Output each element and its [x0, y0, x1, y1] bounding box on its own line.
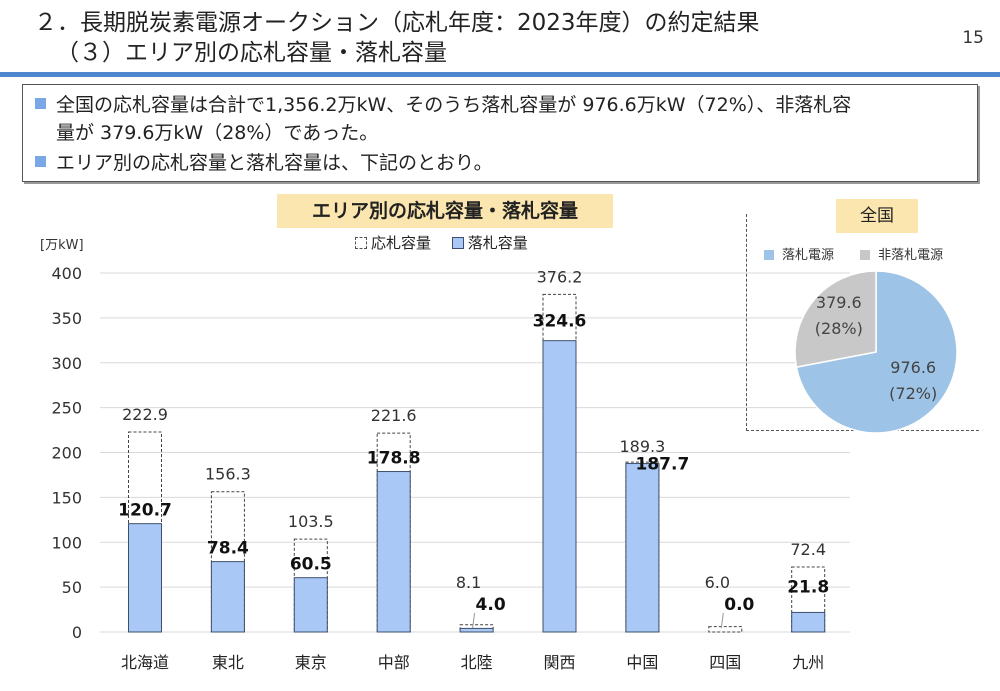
legend-label-bid: 応札容量 — [371, 234, 432, 252]
legend-dashed-swatch-icon — [355, 237, 367, 249]
pie-legend: 落札電源 非落札電源 — [764, 244, 943, 263]
legend-non-awarded-swatch-icon — [860, 250, 871, 260]
title-line-1: ２．長期脱炭素電源オークション（応札年度：2023年度）の約定結果 — [34, 10, 760, 36]
header-divider — [0, 72, 1000, 77]
summary-box: 全国の応札容量は合計で1,356.2万kW、そのうち落札容量が 976.6万kW… — [22, 84, 978, 182]
pie-chart-title: 全国 — [836, 199, 918, 233]
summary-bullet-2: エリア別の応札容量と落札容量は、下記のとおり。 — [35, 149, 493, 177]
bar-bid-4 — [459, 624, 494, 633]
bar-awarded-1 — [210, 561, 245, 633]
y-tick-label: 250 — [51, 399, 82, 418]
bar-bid-5 — [542, 293, 577, 633]
y-tick-label: 300 — [51, 354, 82, 373]
data-label-bid: 8.1 — [456, 573, 481, 592]
bar-bid-8 — [791, 566, 826, 633]
page-title: ２．長期脱炭素電源オークション（応札年度：2023年度）の約定結果 （３）エリア… — [34, 8, 760, 68]
x-tick-label: 北海道 — [121, 653, 169, 672]
summary-bullet-1-cont: 量が 379.6万kW（28%）であった。 — [56, 122, 379, 144]
bar-bid-1 — [210, 491, 245, 633]
y-tick-label: 0 — [72, 623, 82, 642]
summary-text: エリア別の応札容量と落札容量は、下記のとおり。 — [56, 152, 493, 174]
data-label-awarded: 120.7 — [118, 501, 172, 521]
bar-chart-legend: 応札容量 落札容量 — [355, 232, 528, 253]
bar-chart-title: エリア別の応札容量・落札容量 — [277, 194, 613, 228]
y-tick-label: 400 — [51, 264, 82, 283]
legend-label-awarded: 落札容量 — [467, 234, 528, 252]
x-tick-label: 関西 — [543, 653, 575, 672]
x-tick-label: 中国 — [626, 653, 658, 672]
data-label-awarded: 0.0 — [724, 595, 754, 615]
page-number: 15 — [962, 28, 984, 48]
x-tick-label: 東北 — [212, 653, 244, 672]
bar-awarded-5 — [542, 340, 577, 633]
bar-bid-3 — [376, 432, 411, 633]
data-label-awarded: 187.7 — [636, 455, 690, 475]
data-label-bid: 156.3 — [205, 465, 251, 484]
x-tick-label: 中部 — [378, 653, 410, 672]
y-tick-label: 50 — [62, 578, 82, 597]
summary-text: 全国の応札容量は合計で1,356.2万kW、そのうち落札容量が 976.6万kW… — [56, 94, 852, 116]
data-label-awarded: 324.6 — [533, 312, 587, 332]
data-label-awarded: 4.0 — [476, 595, 506, 615]
x-tick-label: 東京 — [295, 653, 327, 672]
data-label-awarded: 78.4 — [207, 539, 249, 559]
bullet-square-icon — [35, 156, 46, 167]
legend-awarded-swatch-icon — [764, 250, 774, 260]
y-tick-label: 200 — [51, 444, 82, 463]
title-line-2: （３）エリア別の応札容量・落札容量 — [56, 40, 447, 66]
data-label-awarded: 21.8 — [787, 577, 829, 597]
x-tick-label: 九州 — [792, 653, 824, 672]
y-tick-label: 100 — [51, 533, 82, 552]
pie-legend-awarded: 落札電源 — [782, 248, 835, 263]
bar-bid-0 — [128, 431, 162, 633]
data-label-bid: 221.6 — [371, 406, 417, 425]
leader-line — [720, 612, 724, 629]
data-label-awarded: 178.8 — [367, 449, 421, 469]
bar-bid-6 — [625, 461, 660, 633]
y-tick-label: 150 — [51, 488, 82, 507]
bar-awarded-0 — [128, 523, 162, 633]
y-tick-label: 350 — [51, 309, 82, 328]
bar-bid-7 — [708, 626, 743, 633]
data-label-bid: 72.4 — [790, 540, 826, 559]
bar-awarded-3 — [376, 471, 411, 633]
data-label-bid: 376.2 — [537, 267, 583, 286]
legend-filled-swatch-icon — [451, 237, 464, 249]
bar-awarded-8 — [791, 611, 826, 633]
data-label-awarded: 60.5 — [290, 555, 332, 575]
bar-awarded-6 — [625, 463, 660, 633]
data-label-bid: 189.3 — [619, 437, 665, 456]
bar-awarded-4 — [459, 627, 494, 633]
summary-bullet-1: 全国の応札容量は合計で1,356.2万kW、そのうち落札容量が 976.6万kW… — [35, 91, 851, 119]
x-tick-label: 四国 — [709, 653, 741, 672]
bar-awarded-2 — [293, 577, 328, 633]
x-tick-label: 北陸 — [461, 653, 493, 672]
data-label-bid: 103.5 — [288, 512, 334, 531]
bullet-square-icon — [35, 98, 46, 109]
leader-line — [472, 612, 476, 629]
pie-legend-non-awarded: 非落札電源 — [878, 248, 944, 263]
data-label-bid: 222.9 — [122, 405, 168, 424]
data-label-bid: 6.0 — [705, 573, 730, 592]
y-axis-label: [万kW] — [40, 238, 84, 253]
bar-bid-2 — [293, 538, 328, 633]
